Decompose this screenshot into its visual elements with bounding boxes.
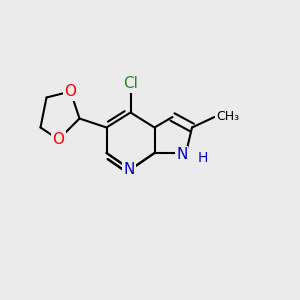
Text: N: N — [176, 147, 188, 162]
Text: CH₃: CH₃ — [216, 110, 239, 124]
Text: O: O — [52, 132, 64, 147]
Text: Cl: Cl — [123, 76, 138, 92]
Text: N: N — [123, 162, 135, 177]
Text: H: H — [197, 152, 208, 165]
Text: O: O — [64, 84, 76, 99]
